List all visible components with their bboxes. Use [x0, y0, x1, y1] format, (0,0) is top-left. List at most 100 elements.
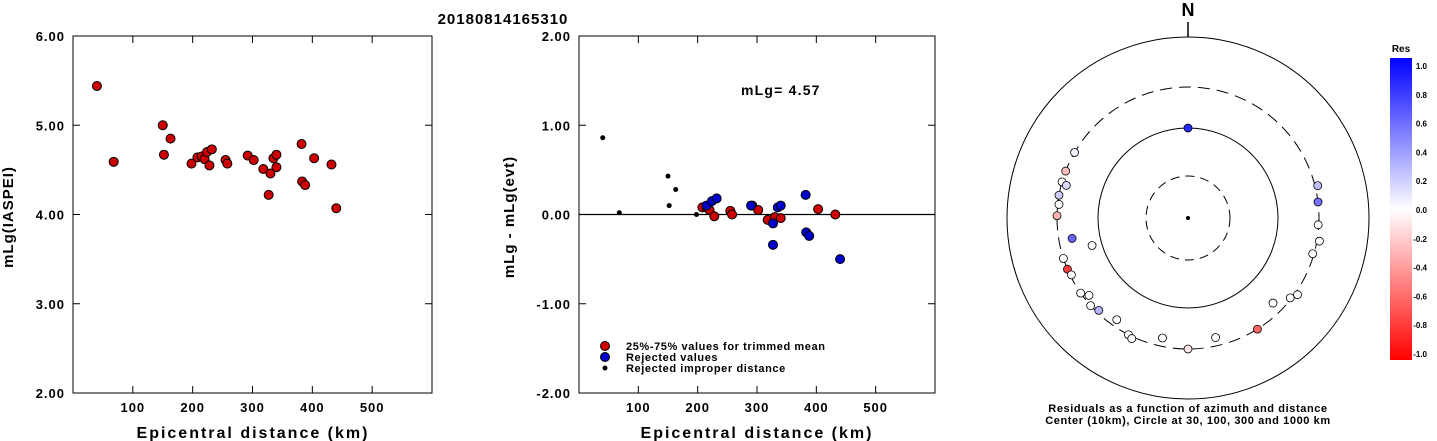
- circle-30km: [1145, 175, 1231, 261]
- station-marker: [1285, 293, 1295, 303]
- legend: 25%-75% values for trimmed meanRejected …: [600, 341, 826, 375]
- colorbar-tick-label: 0.4: [1416, 148, 1428, 157]
- station-marker: [1084, 290, 1094, 300]
- azimuth-distance-plot: N Residuals as a function of azimuth and…: [1006, 0, 1370, 427]
- data-point: [222, 158, 233, 169]
- station-marker: [1313, 220, 1323, 230]
- colorbar-tick-label: -0.8: [1413, 321, 1427, 330]
- x-tick-label: 500: [863, 400, 888, 415]
- data-points: [600, 135, 846, 265]
- data-point: [326, 159, 337, 170]
- colorbar-tick-label: -1.0: [1413, 350, 1427, 359]
- colorbar-tick-label: 0.6: [1416, 120, 1428, 129]
- data-point: [673, 187, 679, 193]
- station-marker: [1314, 236, 1324, 246]
- data-point: [616, 210, 622, 216]
- legend-marker: [600, 341, 610, 351]
- station-marker: [1067, 234, 1077, 243]
- station-marker: [1127, 334, 1137, 343]
- station-marker: [1211, 333, 1220, 342]
- x-ticks: 100 200 300 400 500: [626, 36, 888, 415]
- magnitude-annotation: mLg= 4.57: [741, 82, 821, 98]
- y-tick-label: 3.00: [36, 297, 65, 312]
- data-point: [165, 133, 176, 144]
- station-marker: [1313, 197, 1323, 207]
- data-point: [309, 153, 320, 164]
- data-point: [768, 218, 779, 229]
- colorbar-tick-label: -0.4: [1413, 264, 1427, 273]
- legend-label: Rejected improper distance: [626, 363, 786, 375]
- data-point: [804, 230, 815, 241]
- data-point: [746, 200, 757, 211]
- north-label: N: [1182, 0, 1195, 20]
- x-tick-label: 100: [120, 400, 145, 415]
- y-tick-label: 6.00: [36, 29, 65, 44]
- y-tick-label: 0.00: [542, 208, 571, 223]
- data-point: [258, 163, 269, 174]
- station-marker: [1059, 254, 1068, 263]
- circle-1000km: [1006, 36, 1370, 400]
- data-point: [186, 158, 197, 169]
- station-marker: [1293, 290, 1302, 300]
- colorbar-tick-label: 1.0: [1416, 62, 1428, 71]
- data-point: [206, 144, 217, 155]
- legend-label: 25%-75% values for trimmed mean: [626, 341, 826, 353]
- data-point: [711, 193, 722, 204]
- x-tick-label: 300: [745, 400, 770, 415]
- y-axis-label: mLg - mLg(evt): [501, 156, 518, 278]
- station-marker: [1052, 211, 1062, 221]
- y-tick-label: 2.00: [542, 29, 571, 44]
- y-ticks: 2.00 3.00 4.00 5.00 6.00: [36, 29, 432, 401]
- data-point: [665, 173, 671, 179]
- colorbar-ticks: 1.0 0.8 0.6 0.4 0.2 0.0 -0.2 -0.4 -0.6 -0.8 -1.0: [1413, 62, 1427, 359]
- data-point: [271, 162, 282, 173]
- data-point: [830, 209, 841, 220]
- polar-caption-line2: Center (10km), Circle at 30, 100, 300 an…: [1045, 415, 1331, 427]
- station-marker: [1061, 166, 1071, 176]
- station-marker: [1183, 344, 1193, 354]
- y-axis-label: mLg(IASPEI): [0, 166, 17, 268]
- data-point: [271, 149, 282, 160]
- chart-magnitude-vs-distance: 2.00 3.00 4.00 5.00 6.00 100 200 300 400 500 Epi…: [0, 29, 433, 441]
- data-point: [158, 149, 169, 160]
- station-marker: [1308, 249, 1318, 259]
- page-title: 20180814165310: [438, 11, 569, 28]
- y-tick-label: -2.00: [536, 386, 571, 401]
- legend-label: Rejected values: [626, 352, 718, 364]
- y-tick-label: 2.00: [36, 386, 65, 401]
- station-marker: [1087, 241, 1097, 250]
- x-tick-label: 400: [300, 400, 325, 415]
- y-tick-label: 5.00: [36, 118, 65, 133]
- colorbar-tick-label: 0.8: [1416, 91, 1428, 100]
- x-ticks: 100 200 300 400 500: [120, 36, 384, 415]
- data-point: [157, 120, 168, 131]
- data-points: [91, 80, 342, 214]
- x-tick-label: 200: [180, 400, 205, 415]
- y-tick-label: -1.00: [536, 297, 571, 312]
- residual-colorbar: Res 1.0 0.8 0.6 0.4 0.2 0.0 -0.2 -0.4 -0.6 -0.8 -1…: [1390, 44, 1428, 360]
- data-point: [813, 204, 824, 215]
- colorbar-tick-label: -0.2: [1413, 235, 1427, 244]
- data-point: [693, 212, 699, 217]
- station-marker: [1268, 298, 1278, 308]
- data-point: [248, 155, 259, 166]
- data-point: [108, 156, 119, 167]
- x-tick-label: 100: [626, 400, 651, 415]
- x-tick-label: 200: [685, 400, 710, 415]
- data-point: [775, 213, 786, 224]
- data-point: [753, 205, 764, 216]
- station-marker: [1183, 123, 1193, 133]
- station-markers: [1052, 123, 1324, 354]
- plot-frame: [72, 35, 433, 394]
- data-point: [263, 189, 274, 200]
- data-point: [775, 200, 786, 211]
- data-point: [300, 180, 311, 191]
- station-marker: [1054, 190, 1064, 200]
- station-marker: [1061, 181, 1071, 190]
- colorbar-title: Res: [1392, 44, 1411, 55]
- data-point: [800, 189, 811, 200]
- legend-marker: [602, 365, 608, 371]
- x-axis-label: Epicentral distance (km): [641, 425, 874, 441]
- station-marker: [1070, 148, 1079, 157]
